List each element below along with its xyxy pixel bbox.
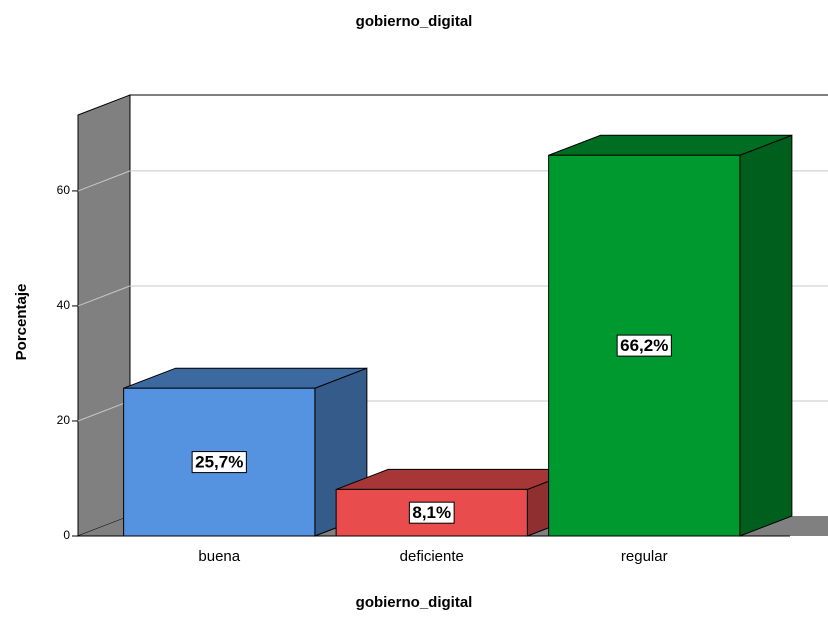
bar-side bbox=[739, 134, 793, 537]
value-label-box bbox=[616, 334, 672, 357]
x-tick-label: regular bbox=[621, 548, 668, 565]
grid-line bbox=[77, 285, 131, 307]
value-label-box bbox=[408, 501, 455, 524]
x-tick-label: buena bbox=[198, 548, 240, 565]
grid-line bbox=[77, 170, 131, 192]
y-tick-label: 0 bbox=[63, 528, 70, 542]
grid-line bbox=[77, 400, 131, 422]
chart-title: gobierno_digital bbox=[356, 13, 473, 30]
y-tick-label: 20 bbox=[57, 413, 71, 427]
x-axis-title: gobierno_digital bbox=[356, 594, 473, 611]
y-tick-label: 60 bbox=[57, 183, 71, 197]
y-axis-title: Porcentaje bbox=[13, 284, 30, 361]
x-tick-label: deficiente bbox=[400, 548, 464, 565]
value-label-box bbox=[191, 451, 247, 474]
left-wall bbox=[77, 94, 131, 537]
value-label: 25,7% bbox=[195, 453, 243, 472]
value-label: 66,2% bbox=[620, 336, 668, 355]
y-tick-label: 40 bbox=[57, 298, 71, 312]
value-label: 8,1% bbox=[412, 503, 451, 522]
